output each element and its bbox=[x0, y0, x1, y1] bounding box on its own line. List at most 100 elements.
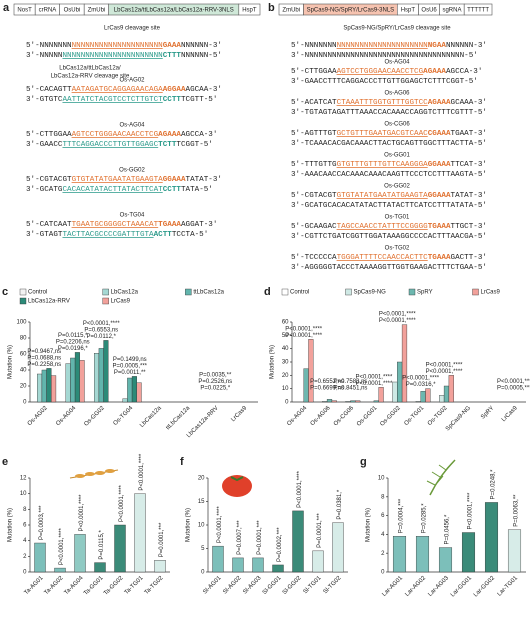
legend-swatch bbox=[19, 288, 27, 296]
sequence-part: 3'-TCAAACACGACAAACTTACTGCAGTTGGCTTTACTTA… bbox=[291, 140, 487, 148]
sequence-part: AGCCA-3' bbox=[181, 131, 217, 139]
sequence-part: GGAAA bbox=[428, 192, 451, 200]
sequence-part: ACTT bbox=[154, 231, 173, 239]
p-value: P=0.0285,* bbox=[422, 503, 428, 534]
x-tick-label: Lar-AG02 bbox=[404, 575, 427, 598]
sequence: 3'-TCAAACACGACAAACTTACTGCAGTTGGCTTTACTTA… bbox=[291, 140, 487, 148]
sequence: 3'-GTGTCAATTATCTACGTCCTCTTGTCTCCTTTCGTT-… bbox=[26, 96, 217, 104]
legend-swatch bbox=[408, 288, 416, 296]
sequence-part: 3'-GCATG bbox=[26, 186, 63, 194]
sequence: 3'-NNNNNNNNNNNNNNNNNNNNNNNNNNNNNNNNNNN-5… bbox=[291, 52, 478, 60]
legend-label: Control bbox=[28, 290, 47, 296]
p-value: P=0.0005,*** bbox=[112, 363, 147, 369]
y-axis-label: Mutation (%) bbox=[8, 345, 14, 379]
bar bbox=[98, 348, 104, 403]
construct-label: crRNA bbox=[39, 7, 57, 13]
bar bbox=[420, 391, 426, 403]
sequence: 5'-CGTACGTGTGTATATGAATATGAAGTAGGAAATATAT… bbox=[26, 176, 222, 184]
construct-box bbox=[463, 3, 493, 16]
bar bbox=[401, 324, 408, 403]
site-name: Os-GG02 bbox=[119, 168, 145, 174]
construct-label: TTTTTT bbox=[467, 7, 489, 13]
p-value: P=0.0688,ns bbox=[27, 355, 61, 361]
bar bbox=[415, 401, 421, 403]
x-tick-label: LbCas12a bbox=[139, 405, 163, 429]
panel-label: f bbox=[180, 456, 184, 468]
x-tick-label: Sl-GG01 bbox=[262, 575, 283, 596]
sequence: 3'-GAACCTTTCAGGACCCTTGTTGGAGCTCTTTCGGT-5… bbox=[26, 141, 213, 149]
sequence: 3'-GAACCTTTCAGGACCCTTGTTGGAGCTCTTTCGGT-5… bbox=[291, 78, 478, 86]
x-tick-label: Sl-AG02 bbox=[222, 575, 243, 596]
sequence-part: CGAAA bbox=[428, 130, 451, 138]
x-tick-label: Os-AG06 bbox=[310, 405, 332, 427]
y-axis-label: Mutation (%) bbox=[8, 508, 14, 542]
sequence-part: 3'-TGTAGTAGATTTAAACCACAAACCAGGTCTTTCGTTT… bbox=[291, 109, 487, 117]
wheat-icon bbox=[69, 469, 119, 479]
x-tick-label: Ta-GG01 bbox=[83, 575, 105, 597]
y-tick-label: 12 bbox=[20, 476, 27, 482]
p-value: P=0.6553,ns bbox=[84, 327, 118, 333]
p-value: P<0.0001,**** bbox=[379, 312, 417, 318]
bar bbox=[312, 550, 324, 573]
sequence-part: TATAT-3' bbox=[186, 176, 222, 184]
sequence-part: GTGTATATGAATATGAAGTA bbox=[72, 176, 164, 184]
bar bbox=[79, 360, 85, 403]
bar bbox=[114, 524, 126, 573]
sequence: 5'-CTTGGAAAGTCCTGGGAACAACCTCGAGAAAAGCCA-… bbox=[26, 131, 217, 139]
sequence-part: 5'-CATCAAT bbox=[26, 221, 72, 229]
bar bbox=[448, 375, 454, 403]
sequence-part: 5'-CTTGGAA bbox=[291, 68, 337, 76]
sequence: 3'-TGTAGTAGATTTAAACCACAAACCAGGTCTTTCGTTT… bbox=[291, 109, 487, 117]
y-tick-label: 60 bbox=[20, 352, 27, 358]
bar bbox=[425, 388, 431, 403]
sequence-part: TTCAT-3' bbox=[451, 161, 487, 169]
sequence: 3'-GCATGCACACATATACTTATACTTCATCCTTTATA-5… bbox=[26, 186, 213, 194]
tomato-icon bbox=[222, 475, 252, 497]
panel-label: e bbox=[2, 456, 8, 468]
sequence-part: TATAT-3' bbox=[451, 192, 487, 200]
sequence: 5'-AGTTTGTGCTGTTTGAATGACGTCAACCGAAATGAAT… bbox=[291, 130, 487, 138]
sequence-part: 3'-GTAGT bbox=[26, 231, 63, 239]
legend-swatch bbox=[19, 297, 27, 305]
legend-label: ttLbCas12a bbox=[193, 290, 224, 296]
construct-label: HspT bbox=[401, 7, 416, 13]
sequence-part: 5'-NNNNNNN bbox=[26, 42, 72, 50]
sequence-part: TCTT bbox=[158, 141, 177, 149]
y-tick-label: 20 bbox=[20, 384, 27, 390]
p-value: P=0.0225,* bbox=[200, 386, 231, 392]
sequence: 5'-NNNNNNNNNNNNNNNNNNNNNNNNNNNGAAANNNNNN… bbox=[26, 42, 222, 50]
p-value: P=0.0003,*** bbox=[39, 505, 45, 540]
sequence-part: TTGCT-3' bbox=[451, 223, 487, 231]
sequence-part: AATTATCTACGTCCTCTTGTCT bbox=[62, 96, 163, 104]
construct-label: HspT bbox=[242, 7, 257, 13]
bar bbox=[51, 375, 57, 403]
bar bbox=[127, 377, 133, 403]
p-value: P<0.0001,**** bbox=[83, 321, 121, 327]
bar bbox=[308, 339, 314, 403]
sequence-part: 3'-NNNNN bbox=[26, 52, 62, 60]
p-value: P=0.2206,ns bbox=[56, 339, 90, 345]
sequence: 5'-CGTACGTGTGTATATGAATATGAAGTAGGAAATATAT… bbox=[291, 192, 487, 200]
sequence: 3'-GCATGCACACATATACTTATACTTCATCCTTTATATA… bbox=[291, 202, 487, 210]
bar bbox=[303, 368, 309, 403]
y-tick-label: 40 bbox=[20, 368, 27, 374]
legend-label: Control bbox=[290, 290, 309, 296]
cleavage-label: LbCas12a-RRV cleavage site bbox=[51, 74, 130, 80]
y-tick-label: 50 bbox=[282, 333, 289, 339]
y-tick-label: 100 bbox=[16, 320, 27, 326]
y-tick-label: 40 bbox=[282, 346, 289, 352]
x-tick-label: Os-AG04 bbox=[55, 405, 77, 427]
sequence-part: 5'-ACATCAT bbox=[291, 99, 337, 107]
y-tick-label: 2 bbox=[23, 554, 27, 560]
sequence-part: GTGTTTGTTTGTTCAAGGGA bbox=[337, 161, 429, 169]
y-tick-label: 0 bbox=[23, 400, 27, 406]
construct-label: ZmUbi bbox=[88, 7, 106, 13]
p-value: P<0.0001,**** bbox=[426, 362, 464, 368]
bar bbox=[392, 536, 407, 573]
bar bbox=[378, 387, 384, 403]
p-value: P<0.0001,**** bbox=[119, 484, 125, 522]
y-tick-label: 6 bbox=[381, 513, 385, 519]
bar bbox=[292, 510, 304, 573]
x-tick-label: SpCas9-NG bbox=[445, 405, 472, 432]
sequence-part: TACTTACGCCCCGATTTGTA bbox=[62, 231, 154, 239]
